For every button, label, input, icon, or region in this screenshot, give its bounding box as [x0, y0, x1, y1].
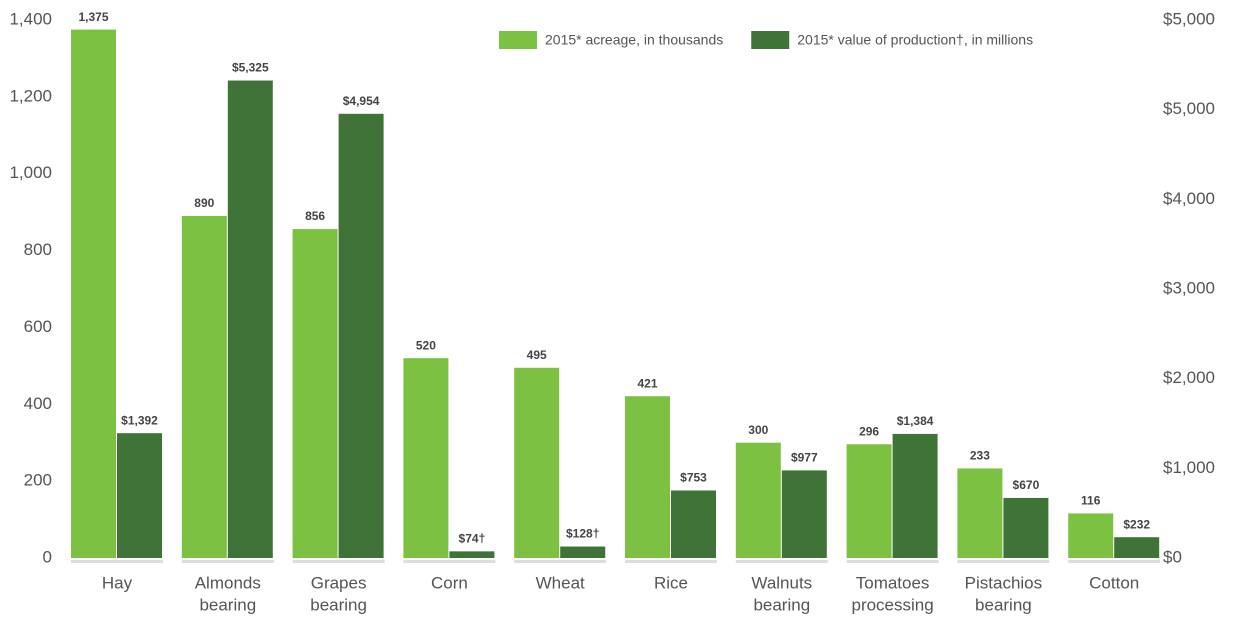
value-label: 856	[305, 209, 325, 223]
bar	[1114, 537, 1160, 558]
bar	[449, 551, 495, 558]
value-label: $74†	[459, 532, 486, 546]
baseline	[181, 560, 274, 563]
bar	[1068, 513, 1114, 558]
x-tick-label: processing	[851, 595, 933, 614]
bar	[735, 442, 781, 558]
value-label: $1,384	[897, 414, 934, 428]
bar	[892, 433, 938, 558]
bar	[957, 468, 1003, 558]
legend-swatch	[751, 31, 790, 49]
value-label: 520	[416, 338, 436, 352]
bar	[181, 215, 227, 558]
x-tick-label: Tomatoes	[856, 573, 930, 592]
value-label: 296	[859, 424, 879, 438]
baseline	[625, 560, 717, 563]
bar	[117, 433, 162, 558]
x-tick-label: Hay	[102, 573, 133, 592]
value-label: $128†	[566, 527, 599, 541]
y-tick-label: 800	[24, 240, 52, 259]
x-tick-label: bearing	[199, 595, 256, 614]
baseline	[735, 560, 828, 563]
y-tick-label: 1,200	[9, 86, 52, 105]
baseline	[846, 560, 939, 563]
value-label: 116	[1081, 494, 1101, 508]
value-label: $977	[791, 451, 818, 465]
value-label: 495	[527, 348, 547, 362]
y2-tick-label: $5,000	[1163, 99, 1215, 118]
x-tick-label: Walnuts	[751, 573, 812, 592]
value-label: $1,392	[121, 413, 158, 427]
x-tick-label: Pistachios	[965, 573, 1042, 592]
value-label: $232	[1123, 517, 1150, 531]
bar	[781, 470, 827, 558]
y-tick-label: 1,000	[9, 163, 52, 182]
value-label: $5,325	[232, 61, 269, 75]
x-tick-label: Grapes	[311, 573, 367, 592]
bar	[625, 396, 670, 558]
value-label: $670	[1013, 478, 1040, 492]
bar	[846, 444, 892, 558]
value-label: $4,954	[343, 94, 380, 108]
y2-tick-label: $4,000	[1163, 189, 1215, 208]
baseline	[71, 560, 163, 563]
bar	[514, 367, 560, 558]
baseline	[292, 560, 385, 563]
x-tick-label: bearing	[310, 595, 367, 614]
bar	[403, 358, 449, 558]
y2-tick-label: $5,000	[1163, 9, 1215, 28]
y2-tick-label: $0	[1163, 547, 1182, 566]
legend-swatch	[499, 31, 537, 49]
x-tick-label: bearing	[975, 595, 1032, 614]
bar	[1003, 497, 1049, 558]
bar	[560, 546, 606, 558]
x-tick-label: Wheat	[536, 573, 585, 592]
baseline	[957, 560, 1050, 563]
x-tick-label: Cotton	[1089, 573, 1139, 592]
baseline	[514, 560, 607, 563]
bar	[338, 113, 384, 559]
value-label: 890	[194, 196, 214, 210]
y-tick-label: 400	[24, 394, 52, 413]
legend-label: 2015* acreage, in thousands	[545, 32, 723, 48]
x-tick-label: Almonds	[195, 573, 261, 592]
y-tick-label: 200	[24, 471, 52, 490]
y-tick-label: 0	[43, 547, 52, 566]
bar	[292, 229, 338, 558]
value-label: $753	[680, 471, 707, 485]
y-tick-label: 1,400	[9, 9, 52, 28]
value-label: 300	[748, 423, 768, 437]
y-tick-label: 600	[24, 317, 52, 336]
bar	[671, 490, 716, 558]
value-label: 421	[637, 376, 657, 390]
y2-tick-label: $2,000	[1163, 368, 1215, 387]
baseline	[403, 560, 496, 563]
value-label: 1,375	[78, 10, 108, 24]
y2-tick-label: $3,000	[1163, 278, 1215, 297]
y2-tick-label: $1,000	[1163, 458, 1215, 477]
baseline	[1068, 560, 1161, 563]
bar	[71, 29, 116, 559]
legend-label: 2015* value of production†, in millions	[797, 32, 1033, 48]
x-tick-label: bearing	[753, 595, 810, 614]
bar	[227, 80, 273, 559]
value-label: 233	[970, 449, 990, 463]
x-tick-label: Rice	[654, 573, 688, 592]
x-tick-label: Corn	[431, 573, 468, 592]
